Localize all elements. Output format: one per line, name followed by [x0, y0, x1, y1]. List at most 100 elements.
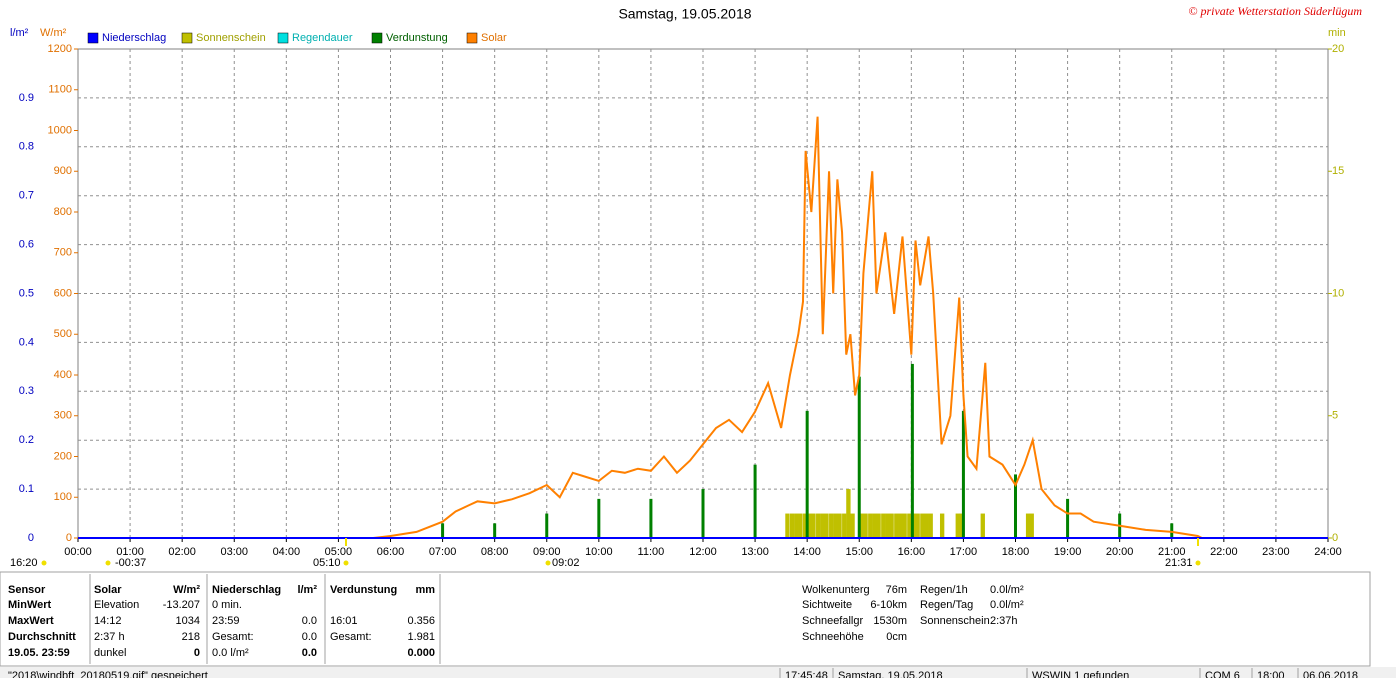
- legend-swatch: [87, 32, 99, 44]
- y3-tick-label: 10: [1332, 287, 1344, 299]
- info-label: Schneefallgr: [802, 615, 863, 627]
- y-tick-label: 0.3: [19, 385, 34, 397]
- y2-tick-label: 200: [54, 450, 72, 462]
- stats-cell: Sensor: [8, 584, 46, 596]
- legend-label: Sonnenschein: [196, 32, 266, 44]
- legend-label: Niederschlag: [102, 32, 166, 44]
- bar: [1025, 513, 1031, 538]
- x-tick-label: 01:00: [116, 546, 144, 558]
- x-tick-label: 04:00: [273, 546, 301, 558]
- bar: [863, 513, 868, 538]
- y2-tick-label: 1100: [48, 84, 72, 96]
- x-tick-label: 06:00: [377, 546, 405, 558]
- x-tick-label: 24:00: [1314, 546, 1342, 558]
- bar: [842, 513, 847, 538]
- info-label: Regen/Tag: [920, 599, 973, 611]
- bar: [1170, 523, 1174, 538]
- y-tick-label: 0: [28, 532, 34, 544]
- legend-swatch: [371, 32, 383, 44]
- bar: [868, 513, 873, 538]
- status-text: WSWIN 1 gefunden: [1032, 670, 1129, 678]
- bar: [811, 513, 816, 538]
- stats-cell: 0.356: [407, 615, 435, 627]
- info-value: 0.0l/m²: [990, 584, 1024, 596]
- bar: [872, 513, 877, 538]
- y3-tick-label: 5: [1332, 410, 1338, 422]
- stats-cell: 14:12: [94, 615, 122, 627]
- stats-cell: MinWert: [8, 599, 52, 611]
- status-text: COM 6: [1205, 670, 1240, 678]
- bar: [493, 523, 497, 538]
- bar: [807, 513, 812, 538]
- stats-cell: 16:01: [330, 615, 358, 627]
- annotation: 16:20: [10, 557, 38, 569]
- x-tick-label: 00:00: [64, 546, 92, 558]
- bar: [898, 513, 903, 538]
- stats-cell: 23:59: [212, 615, 240, 627]
- stats-panel: [0, 571, 1371, 667]
- bar: [881, 513, 886, 538]
- y2-tick-label: 600: [54, 287, 72, 299]
- y2-tick-label: 300: [54, 410, 72, 422]
- y-tick-label: 0.7: [19, 190, 34, 202]
- bar: [961, 410, 965, 538]
- stats-cell: Niederschlag: [212, 584, 281, 596]
- x-tick-label: 21:00: [1158, 546, 1186, 558]
- stats-cell: MaxWert: [8, 615, 54, 627]
- info-label: Regen/1h: [920, 584, 968, 596]
- x-tick-label: 15:00: [845, 546, 873, 558]
- bar: [939, 513, 945, 538]
- stats-cell: Durchschnitt: [8, 631, 76, 643]
- legend-label: Verdunstung: [386, 32, 448, 44]
- bar: [1029, 513, 1034, 538]
- bar: [824, 513, 829, 538]
- bar: [545, 513, 549, 538]
- x-tick-label: 14:00: [793, 546, 821, 558]
- annotation-marker: [105, 560, 111, 566]
- stats-cell: Verdunstung: [330, 584, 397, 596]
- y2-tick-label: 500: [54, 328, 72, 340]
- bar: [857, 376, 861, 538]
- x-tick-label: 12:00: [689, 546, 717, 558]
- stats-cell: 1034: [176, 615, 200, 627]
- chart-title: Samstag, 19.05.2018: [618, 6, 751, 22]
- bar: [597, 498, 601, 538]
- x-tick-label: 08:00: [481, 546, 509, 558]
- info-label: Sichtweite: [802, 599, 852, 611]
- legend-label: Solar: [481, 32, 507, 44]
- bar: [859, 513, 864, 538]
- stats-cell: 0.0: [302, 631, 317, 643]
- x-tick-label: 09:00: [533, 546, 561, 558]
- line: [373, 116, 1203, 539]
- stats-cell: 0.0: [302, 647, 317, 659]
- annotation: 09:02: [552, 557, 580, 569]
- bar: [910, 363, 914, 538]
- y3-axis-label: min: [1328, 27, 1346, 39]
- bar: [885, 513, 890, 538]
- bar: [1066, 498, 1070, 538]
- y2-tick-label: 700: [54, 247, 72, 259]
- x-tick-label: 22:00: [1210, 546, 1238, 558]
- x-tick-label: 18:00: [1002, 546, 1030, 558]
- stats-cell: 0.0 l/m²: [212, 647, 249, 659]
- y2-tick-label: 1000: [48, 124, 72, 136]
- x-tick-label: 23:00: [1262, 546, 1290, 558]
- annotation: 05:10: [313, 557, 341, 569]
- x-tick-label: 10:00: [585, 546, 613, 558]
- stats-cell: dunkel: [94, 647, 126, 659]
- stats-cell: Gesamt:: [330, 631, 372, 643]
- info-label: Schneehöhe: [802, 631, 864, 643]
- status-text: 18:00: [1257, 670, 1285, 678]
- y-tick-label: 0.2: [19, 434, 34, 446]
- stats-cell: 1.981: [407, 631, 435, 643]
- bar: [798, 513, 803, 538]
- bar: [820, 513, 825, 538]
- legend-swatch: [466, 32, 478, 44]
- stats-cell: W/m²: [173, 584, 200, 596]
- bar: [850, 513, 855, 538]
- bar: [846, 489, 851, 538]
- stats-cell: 218: [182, 631, 200, 643]
- stats-cell: Solar: [94, 584, 122, 596]
